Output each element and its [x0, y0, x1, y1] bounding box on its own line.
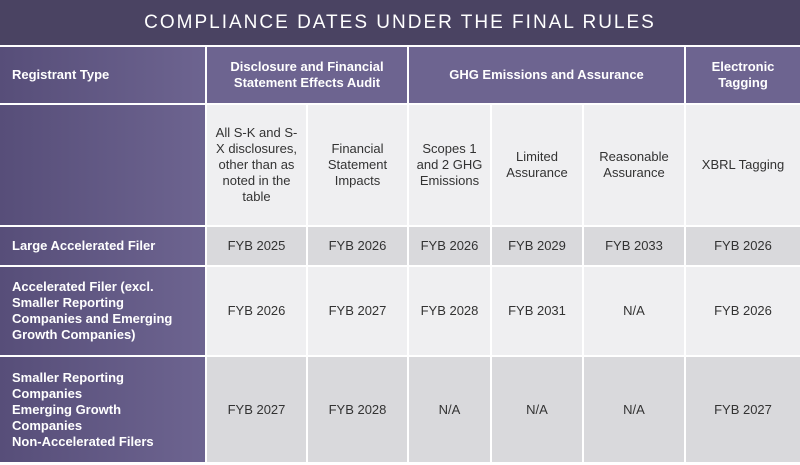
date-cell: FYB 2031: [492, 267, 582, 355]
group-header: Disclosure and Financial Statement Effec…: [207, 47, 407, 103]
date-cell: N/A: [492, 357, 582, 462]
row-label: Accelerated Filer (excl. Smaller Reporti…: [0, 267, 205, 355]
row-label: Large Accelerated Filer: [0, 227, 205, 265]
header-cell: Registrant Type: [0, 47, 205, 103]
date-cell: FYB 2027: [207, 357, 306, 462]
date-cell: N/A: [409, 357, 490, 462]
row-label-line: Non-Accelerated Filers: [12, 433, 154, 449]
date-cell: FYB 2027: [686, 357, 800, 462]
date-cell: N/A: [584, 267, 684, 355]
row-label: Smaller Reporting Companies Emerging Grow…: [0, 357, 205, 462]
subheader: XBRL Tagging: [686, 105, 800, 225]
date-cell: FYB 2026: [308, 227, 407, 265]
subheader: All S-K and S-X disclosures, other than …: [207, 105, 306, 225]
subheader: Reasonable Assurance: [584, 105, 684, 225]
title: COMPLIANCE DATES UNDER THE FINAL RULES: [0, 0, 800, 45]
row-label: [0, 105, 205, 225]
date-cell: FYB 2029: [492, 227, 582, 265]
date-cell: FYB 2028: [409, 267, 490, 355]
date-cell: FYB 2026: [686, 227, 800, 265]
date-cell: FYB 2025: [207, 227, 306, 265]
subheader: Financial Statement Impacts: [308, 105, 407, 225]
table: Registrant Type Disclosure and Financial …: [0, 47, 800, 462]
row-label-line: Emerging Growth Companies: [12, 401, 122, 433]
row-label-line: Accelerated Filer (excl. Smaller Reporti…: [12, 279, 173, 342]
group-header: Electronic Tagging: [686, 47, 800, 103]
row-label-line: Large Accelerated Filer: [12, 238, 156, 253]
date-cell: FYB 2026: [686, 267, 800, 355]
date-cell: N/A: [584, 357, 684, 462]
group-header: GHG Emissions and Assurance: [409, 47, 684, 103]
subheader: Scopes 1 and 2 GHG Emissions: [409, 105, 490, 225]
row-label-line: Smaller Reporting Companies: [12, 369, 124, 401]
date-cell: FYB 2026: [409, 227, 490, 265]
date-cell: FYB 2033: [584, 227, 684, 265]
date-cell: FYB 2027: [308, 267, 407, 355]
date-cell: FYB 2028: [308, 357, 407, 462]
subheader: Limited Assurance: [492, 105, 582, 225]
date-cell: FYB 2026: [207, 267, 306, 355]
